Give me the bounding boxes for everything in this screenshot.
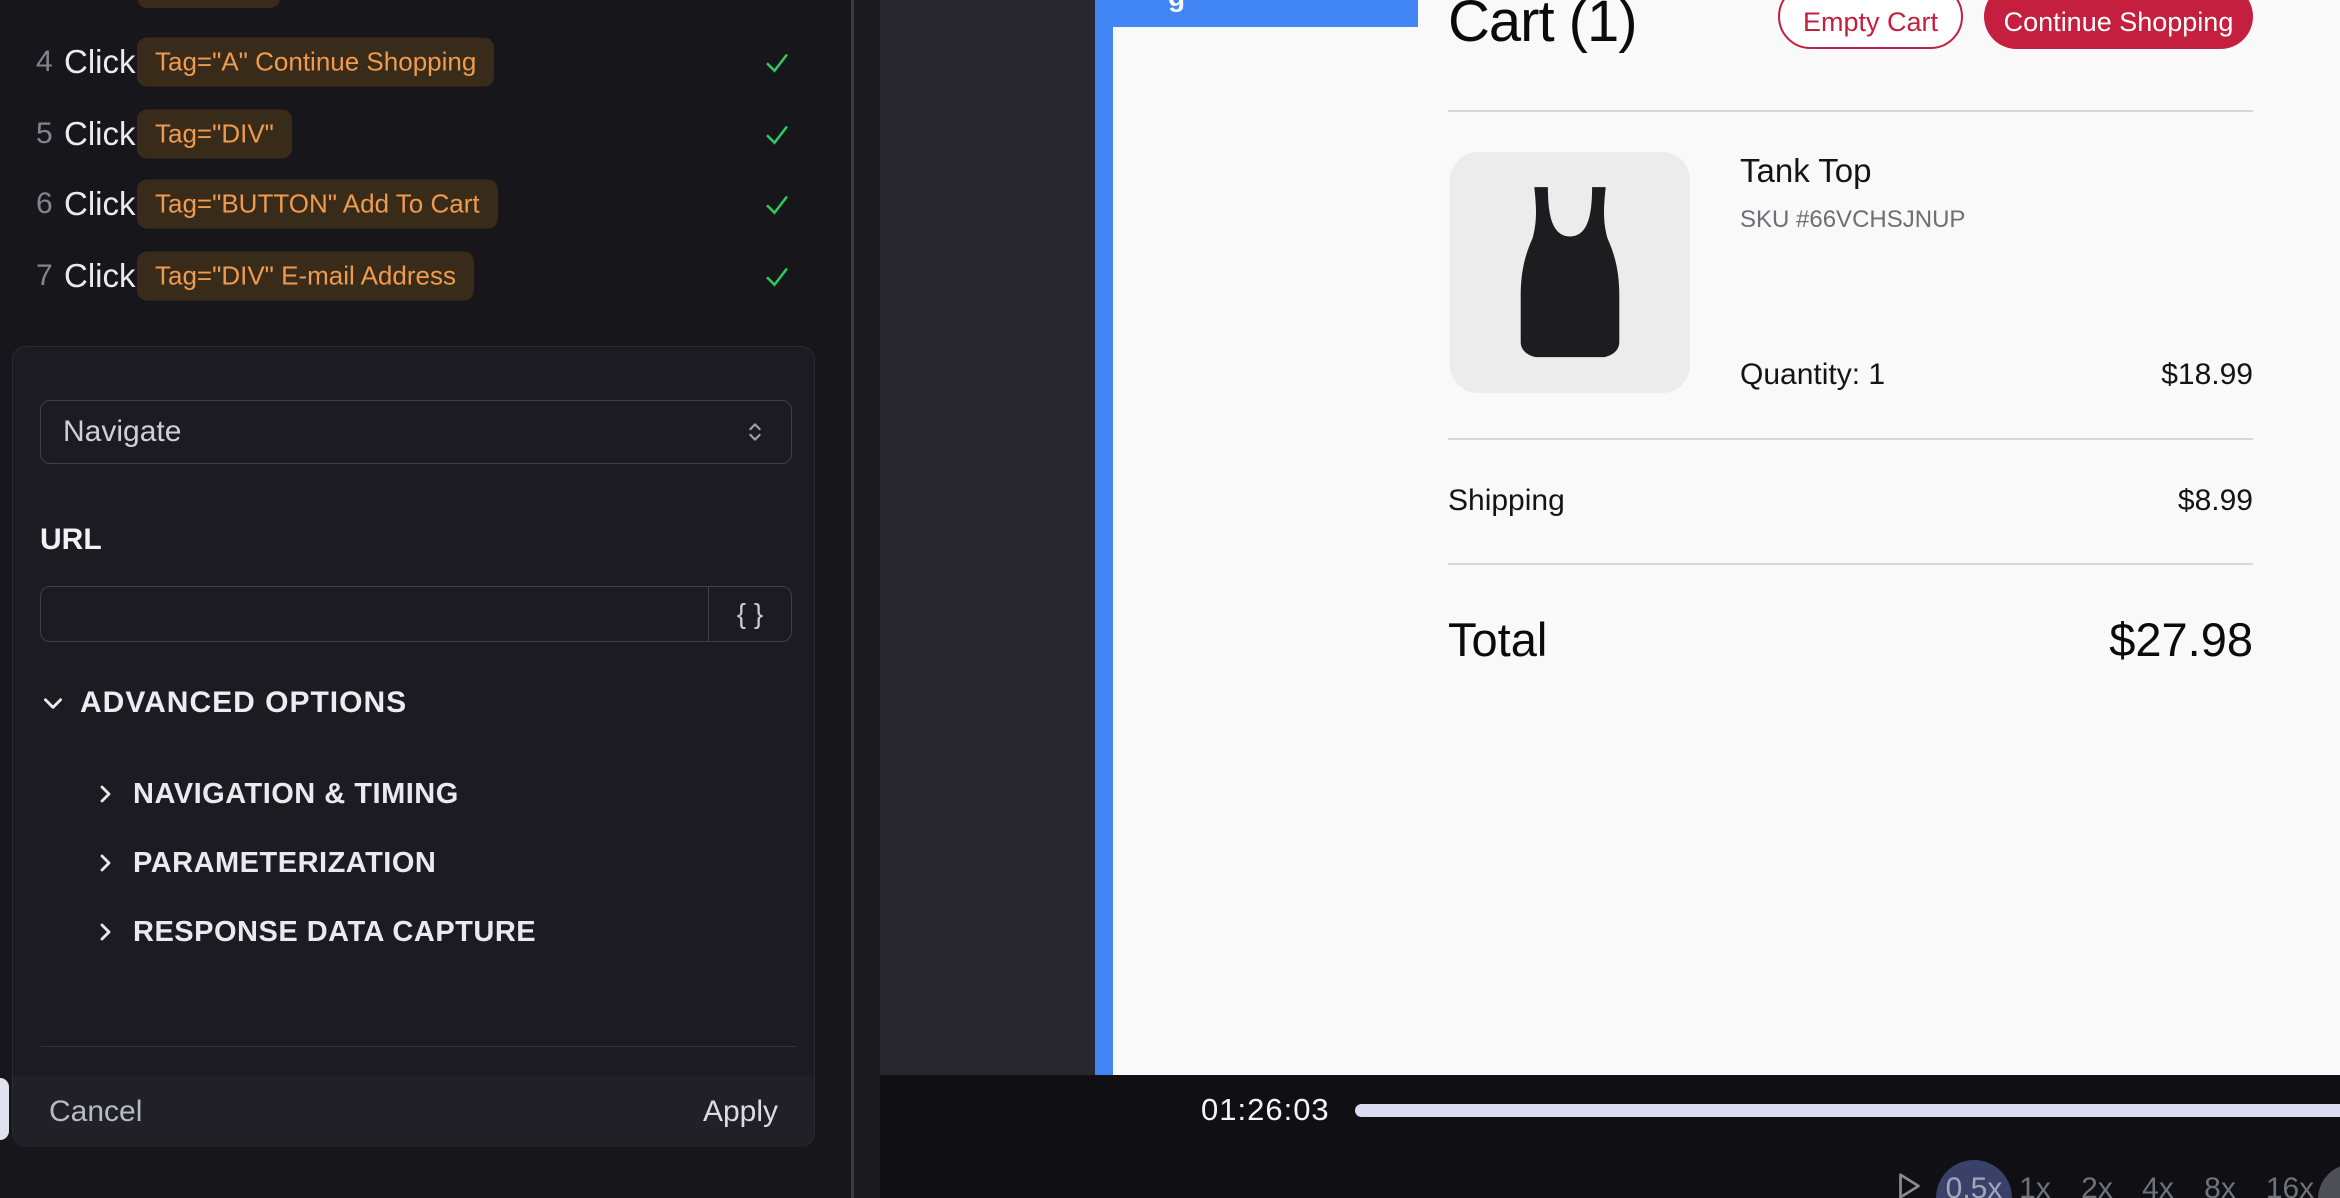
step-row-4[interactable]: 4 Click Tag="A" Continue Shopping (0, 36, 851, 88)
product-image (1450, 152, 1690, 393)
step-row-5[interactable]: 5 Click Tag="DIV" (0, 108, 851, 160)
header-divider (1448, 110, 2253, 112)
step-target-badge: Tag="DIV" (137, 109, 292, 159)
step-number: 5 (36, 117, 53, 150)
action-type-value: Navigate (63, 415, 182, 448)
speed-1x-button[interactable]: 1x (2019, 1172, 2051, 1198)
speed-8x-button[interactable]: 8x (2204, 1172, 2236, 1198)
section-navigation-timing[interactable]: NAVIGATION & TIMING (93, 777, 459, 811)
success-check-icon (766, 195, 788, 215)
section-parameterization[interactable]: PARAMETERIZATION (93, 846, 436, 880)
playback-progress-bar[interactable] (1355, 1104, 2340, 1117)
step-action-label: Click (64, 185, 136, 222)
step-number: 6 (36, 187, 53, 220)
collapsed-drawer-handle[interactable] (0, 1078, 9, 1140)
element-highlight-header: g (1095, 0, 1418, 27)
section-label: PARAMETERIZATION (133, 846, 437, 879)
play-icon[interactable] (1890, 1168, 1926, 1198)
product-quantity: Quantity: 1 (1740, 358, 1886, 391)
chevron-right-icon (100, 923, 111, 941)
step-action-label: Click (64, 43, 136, 80)
total-label: Total (1448, 613, 1548, 666)
advanced-options-label: ADVANCED OPTIONS (80, 686, 408, 719)
speed-0.5x-button[interactable]: 0.5x (1945, 1172, 2003, 1198)
cart-title: Cart (1) (1448, 0, 1638, 54)
step-target-badge: Tag="A" Continue Shopping (137, 37, 495, 87)
playback-timestamp: 01:26:03 (1201, 1092, 1330, 1127)
success-check-icon (766, 267, 788, 287)
step-action-label: Click (64, 115, 136, 152)
step-target-badge: Tag="BUTTON" Add To Cart (137, 179, 498, 229)
product-sku: SKU #66VCHSJNUP (1740, 206, 1966, 233)
playback-bar (880, 1075, 2340, 1198)
step-row-7[interactable]: 7 Click Tag="DIV" E-mail Address (0, 250, 851, 302)
action-type-select[interactable]: Navigate (40, 400, 792, 464)
chevron-right-icon (100, 854, 111, 872)
step-number: 4 (36, 45, 53, 78)
stage-background (854, 0, 880, 1198)
insert-variable-button[interactable]: { } (708, 587, 791, 641)
sidebar-divider (851, 0, 854, 1198)
steps-sidebar: 4 Click Tag="A" Continue Shopping 5 Clic… (0, 0, 851, 1198)
speed-4x-button[interactable]: 4x (2142, 1172, 2174, 1198)
step-row-6[interactable]: 6 Click Tag="BUTTON" Add To Cart (0, 178, 851, 230)
product-name: Tank Top (1740, 152, 1872, 189)
step-number: 7 (36, 259, 53, 292)
step-badge-partial (137, 0, 280, 8)
item-divider (1448, 438, 2253, 440)
select-updown-icon (749, 423, 761, 441)
shipping-label: Shipping (1448, 484, 1565, 517)
empty-cart-button[interactable]: Empty Cart (1778, 0, 1963, 49)
apply-button[interactable]: Apply (702, 1094, 778, 1128)
speed-2x-button[interactable]: 2x (2081, 1172, 2113, 1198)
chevron-right-icon (100, 785, 111, 803)
success-check-icon (766, 125, 788, 145)
success-check-icon (766, 53, 788, 73)
step-action-label: Click (64, 257, 136, 294)
panel-footer: Cancel Apply (13, 1076, 814, 1147)
url-input-group: { } (40, 586, 792, 642)
highlight-text-fragment: g (1168, 0, 1185, 13)
section-label: RESPONSE DATA CAPTURE (133, 915, 537, 948)
speed-16x-button[interactable]: 16x (2265, 1172, 2315, 1198)
continue-shopping-button[interactable]: Continue Shopping (1984, 0, 2253, 49)
product-price: $18.99 (2161, 358, 2253, 391)
section-label: NAVIGATION & TIMING (133, 777, 459, 810)
tank-top-image (1520, 186, 1620, 357)
advanced-options-toggle[interactable]: ADVANCED OPTIONS (40, 685, 407, 721)
step-editor-panel: Navigate URL { } ADVANCED OPTIONS N (12, 346, 815, 1147)
url-field-label: URL (40, 523, 102, 556)
url-input[interactable] (41, 587, 708, 641)
replayed-cart-page: Cart (1) Empty Cart Continue Shopping Ta… (1113, 0, 2340, 1075)
shipping-price: $8.99 (2177, 484, 2253, 517)
shipping-divider (1448, 563, 2253, 565)
panel-divider (41, 1046, 796, 1047)
cancel-button[interactable]: Cancel (49, 1094, 143, 1128)
chevron-down-icon (44, 698, 62, 709)
viewport-letterbox (880, 0, 1095, 1075)
step-target-badge: Tag="DIV" E-mail Address (137, 251, 474, 301)
element-highlight-bar (1095, 0, 1113, 1075)
section-response-data-capture[interactable]: RESPONSE DATA CAPTURE (93, 915, 536, 949)
total-price: $27.98 (2109, 613, 2253, 666)
